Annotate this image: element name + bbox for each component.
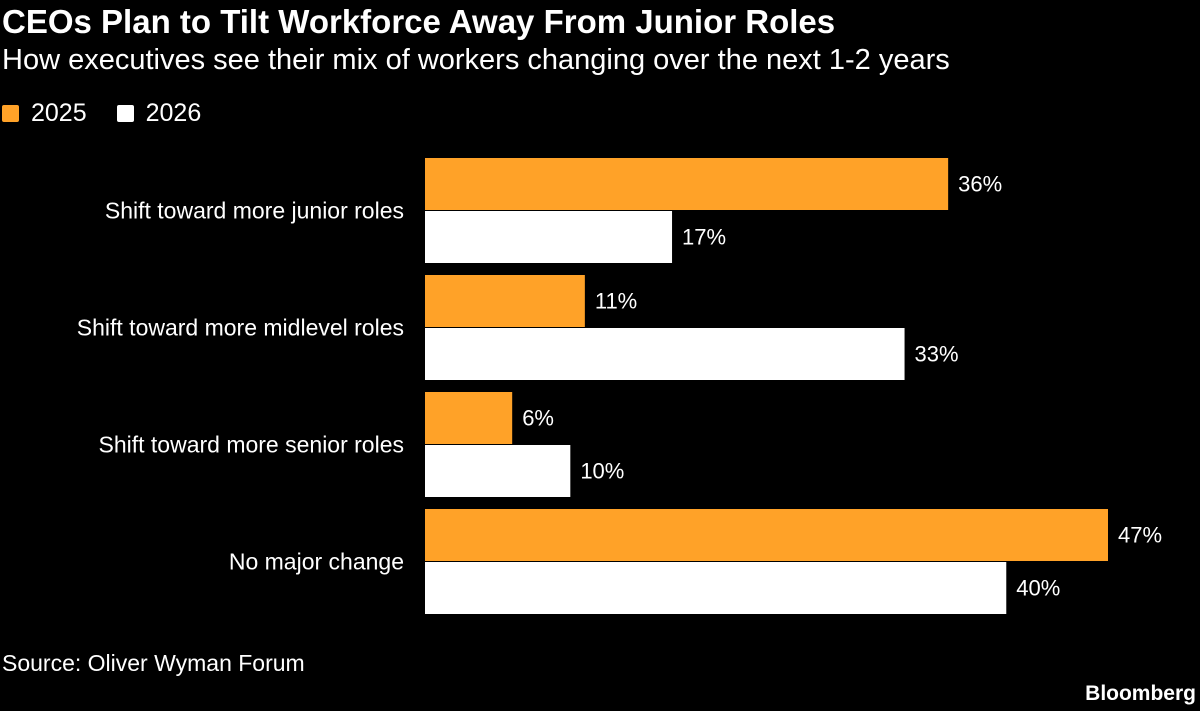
legend-label-2025: 2025 xyxy=(31,98,87,127)
brand-logo: Bloomberg xyxy=(1085,682,1196,705)
legend-item-2025: 2025 xyxy=(2,99,87,128)
bar-2025-shift-toward-more-midlevel-roles xyxy=(425,275,585,327)
chart-title: CEOs Plan to Tilt Workforce Away From Ju… xyxy=(2,3,836,40)
data-label-2026-shift-toward-more-junior-roles: 17% xyxy=(682,225,726,250)
legend-label-2026: 2026 xyxy=(145,98,202,127)
data-label-2026-shift-toward-more-senior-roles: 10% xyxy=(580,459,624,484)
bar-2026-shift-toward-more-midlevel-roles xyxy=(425,328,905,380)
bar-2026-no-major-change xyxy=(425,562,1007,614)
category-label-no-major-change: No major change xyxy=(229,549,404,575)
source-note: Source: Oliver Wyman Forum xyxy=(2,650,305,676)
legend-swatch-2026 xyxy=(116,104,134,122)
data-label-2026-no-major-change: 40% xyxy=(1016,576,1060,601)
legend: 2025 2026 xyxy=(2,98,231,128)
category-label-shift-toward-more-midlevel-roles: Shift toward more midlevel roles xyxy=(77,315,404,341)
data-label-2025-shift-toward-more-midlevel-roles: 11% xyxy=(595,289,637,314)
bar-2026-shift-toward-more-junior-roles xyxy=(425,211,673,263)
data-label-2025-no-major-change: 47% xyxy=(1118,523,1162,548)
bar-2025-no-major-change xyxy=(425,509,1108,561)
legend-item-2026: 2026 xyxy=(116,98,202,128)
data-label-2025-shift-toward-more-junior-roles: 36% xyxy=(958,172,1002,197)
data-label-2026-shift-toward-more-midlevel-roles: 33% xyxy=(915,342,959,367)
bar-2025-shift-toward-more-junior-roles xyxy=(425,158,949,210)
bar-2026-shift-toward-more-senior-roles xyxy=(425,445,571,497)
category-label-shift-toward-more-junior-roles: Shift toward more junior roles xyxy=(105,198,404,224)
category-label-shift-toward-more-senior-roles: Shift toward more senior roles xyxy=(98,432,404,458)
data-label-2025-shift-toward-more-senior-roles: 6% xyxy=(522,406,554,431)
chart-subtitle: How executives see their mix of workers … xyxy=(2,44,950,76)
legend-swatch-2025 xyxy=(2,104,19,122)
bar-2025-shift-toward-more-senior-roles xyxy=(425,392,513,444)
